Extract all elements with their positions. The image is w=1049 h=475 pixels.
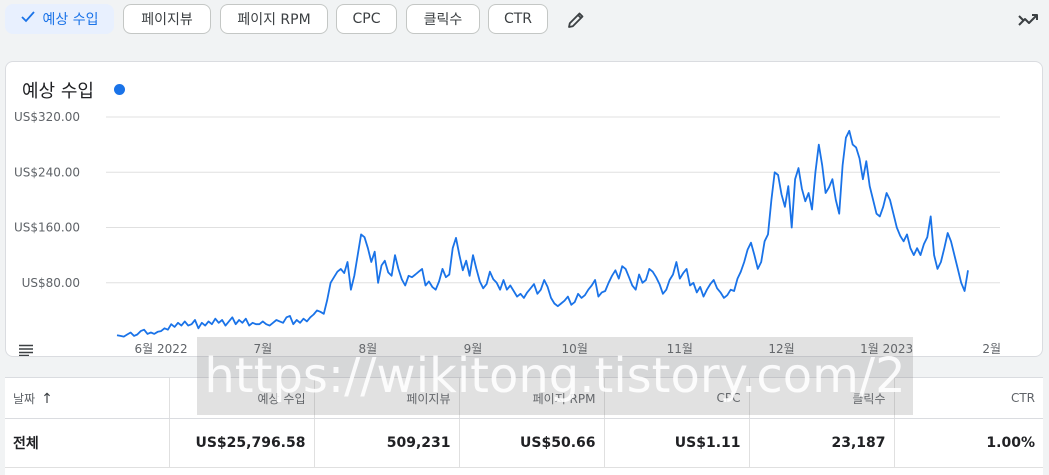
y-tick-label: US$320.00 bbox=[14, 110, 80, 124]
x-tick-label: 8월 bbox=[359, 342, 378, 356]
col-header-date[interactable]: 날짜 ↑ bbox=[5, 378, 170, 419]
chip-label: 페이지뷰 bbox=[141, 12, 193, 28]
x-tick-label: 12월 bbox=[768, 342, 794, 356]
chip-label: 페이지 RPM bbox=[237, 12, 311, 28]
chip-label: CPC bbox=[352, 11, 381, 27]
chip-clicks[interactable]: 클릭수 bbox=[406, 4, 480, 34]
x-tick-label: 9월 bbox=[464, 342, 483, 356]
trending-icon[interactable] bbox=[1017, 9, 1041, 31]
cell-pageviews: 509,231 bbox=[314, 418, 460, 468]
col-header-cpc[interactable]: CPC bbox=[604, 378, 750, 419]
x-tick-label: 11월 bbox=[667, 342, 693, 356]
x-tick-label: 6월 2022 bbox=[135, 342, 188, 356]
col-header-estimated-earnings[interactable]: 예상 수입 bbox=[169, 378, 315, 419]
cell-clicks: 23,187 bbox=[749, 418, 895, 468]
chip-page-rpm[interactable]: 페이지 RPM bbox=[220, 4, 328, 34]
pencil-icon[interactable] bbox=[565, 9, 587, 31]
col-header-clicks[interactable]: 클릭수 bbox=[749, 378, 895, 419]
col-header-ctr[interactable]: CTR bbox=[894, 378, 1043, 419]
x-tick-label: 10월 bbox=[562, 342, 588, 356]
col-header-page-rpm[interactable]: 페이지 RPM bbox=[459, 378, 605, 419]
menu-icon[interactable] bbox=[19, 341, 33, 357]
watermark: https://wikitong.tistory.com/2 bbox=[197, 337, 913, 415]
x-tick-label: 1월 2023 bbox=[860, 342, 913, 356]
x-tick-label: 2월 bbox=[982, 342, 1001, 356]
series-line bbox=[116, 129, 969, 338]
chip-estimated-earnings[interactable]: 예상 수입 bbox=[5, 4, 114, 34]
y-tick-label: US$240.00 bbox=[14, 165, 80, 179]
cell-page-rpm: US$50.66 bbox=[459, 418, 605, 468]
table-header-row: 날짜 ↑ 예상 수입 페이지뷰 페이지 RPM CPC 클릭수 CTR bbox=[5, 378, 1043, 419]
chip-label: CTR bbox=[503, 11, 533, 27]
metrics-table: 날짜 ↑ 예상 수입 페이지뷰 페이지 RPM CPC 클릭수 CTR 전체 US… bbox=[5, 377, 1043, 475]
chip-ctr[interactable]: CTR bbox=[488, 4, 548, 34]
y-tick-label: US$160.00 bbox=[14, 221, 80, 235]
cell-cpc: US$1.11 bbox=[604, 418, 750, 468]
col-header-pageviews[interactable]: 페이지뷰 bbox=[314, 378, 460, 419]
metric-chip-bar: 예상 수입 페이지뷰 페이지 RPM CPC 클릭수 CTR bbox=[0, 0, 1049, 40]
chart-card: 예상 수입 US$80.00 US$160.00 US$240.00 US$320.0… bbox=[5, 61, 1043, 357]
chip-label: 예상 수입 bbox=[42, 12, 99, 28]
chip-pageviews[interactable]: 페이지뷰 bbox=[123, 4, 211, 34]
y-tick-label: US$80.00 bbox=[22, 276, 80, 290]
chart-title: 예상 수입 bbox=[22, 81, 94, 102]
table-row-total: 전체 US$25,796.58 509,231 US$50.66 US$1.11… bbox=[5, 418, 1043, 468]
chip-cpc[interactable]: CPC bbox=[336, 4, 397, 34]
line-chart: US$80.00 US$160.00 US$240.00 US$320.00 6월 20… bbox=[14, 110, 1001, 356]
check-icon bbox=[20, 11, 35, 27]
arrow-up-icon[interactable]: ↑ bbox=[41, 390, 53, 407]
x-tick-label: 7월 bbox=[253, 342, 272, 356]
cell-ctr: 1.00% bbox=[894, 418, 1043, 468]
cell-date: 전체 bbox=[5, 418, 170, 468]
series-legend-dot bbox=[114, 84, 125, 95]
chip-label: 클릭수 bbox=[423, 12, 463, 28]
cell-estimated-earnings: US$25,796.58 bbox=[169, 418, 315, 468]
